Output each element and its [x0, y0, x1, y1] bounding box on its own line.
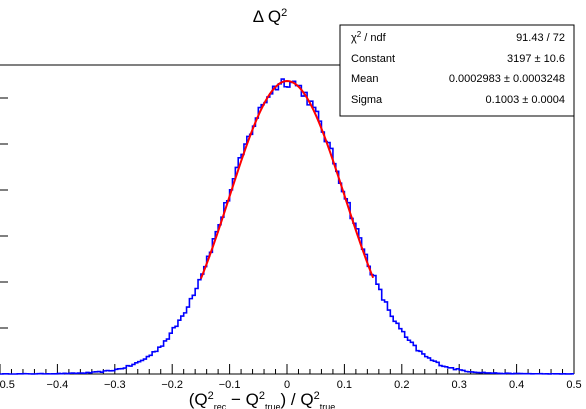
gaussian-fit-line: [199, 79, 375, 280]
x-tick-label: −0.1: [219, 379, 241, 391]
chart-title: Δ Q2: [253, 7, 288, 26]
x-tick-label: −0.2: [161, 379, 183, 391]
x-tick-label: −0.4: [47, 379, 69, 391]
stats-value-sigma: 0.1003 ± 0.0004: [486, 94, 565, 106]
stats-label-sigma: Sigma: [351, 94, 383, 106]
x-axis-title: (Q2rec − Q2true) / Q2true: [189, 390, 335, 409]
histogram-series: [0, 78, 574, 375]
x-tick-label: 0.1: [337, 379, 352, 391]
stats-value-chi2: 91.43 / 72: [516, 32, 565, 44]
x-tick-label: 0.2: [394, 379, 409, 391]
stats-label-constant: Constant: [351, 53, 395, 65]
x-axis-tick-labels: −0.5 −0.4 −0.3 −0.2 −0.1 0 0.1 0.2 0.3 0.4 0.5: [0, 379, 582, 391]
x-tick-label: 0: [284, 379, 290, 391]
x-tick-label: −0.5: [0, 379, 15, 391]
stats-value-constant: 3197 ± 10.6: [507, 53, 565, 65]
x-tick-label: 0.4: [509, 379, 524, 391]
stats-value-mean: 0.0002983 ± 0.0003248: [449, 73, 565, 85]
stats-label-mean: Mean: [351, 73, 379, 85]
stats-label-chi2: χ2 / ndf: [351, 30, 387, 45]
x-tick-label: 0.3: [452, 379, 467, 391]
y-axis-ticks: [0, 97, 8, 375]
stats-box: χ2 / ndf 91.43 / 72 Constant 3197 ± 10.6…: [339, 24, 575, 117]
x-tick-label: −0.3: [104, 379, 126, 391]
x-tick-label: 0.5: [566, 379, 581, 391]
